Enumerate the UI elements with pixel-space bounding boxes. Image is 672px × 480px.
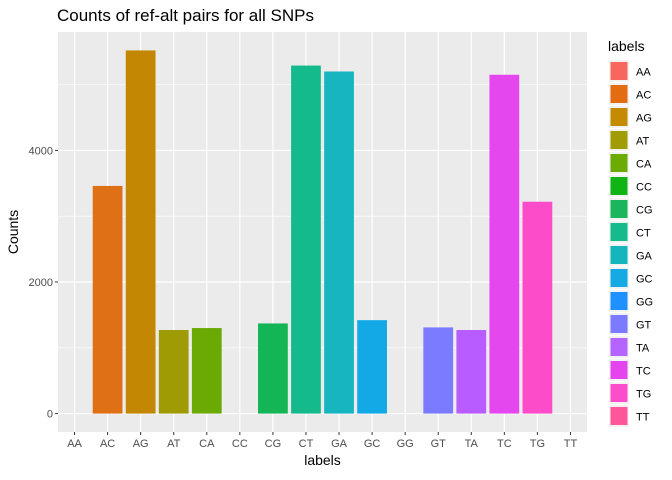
bar-TG [522, 201, 553, 414]
x-tick-label: AC [100, 438, 115, 450]
legend-label-GT: GT [636, 320, 652, 332]
legend-label-CT: CT [636, 228, 651, 240]
legend-label-TC: TC [636, 366, 651, 378]
x-tick-label: TA [465, 438, 479, 450]
x-tick-label: TT [564, 438, 578, 450]
x-tick-label: GG [397, 438, 414, 450]
legend-label-AG: AG [636, 113, 652, 125]
x-axis: AA AC AG AT CA CC CG CT GA GC GG GT TA TC TG TT [67, 432, 577, 450]
x-tick-label: AT [167, 438, 181, 450]
bar-CA [191, 328, 222, 414]
legend-swatch-GG [610, 292, 628, 310]
legend-swatch-CG [610, 200, 628, 218]
x-tick-label: CC [232, 438, 248, 450]
legend-label-GG: GG [636, 297, 653, 309]
legend-label-CA: CA [636, 159, 652, 171]
bar-CT [291, 65, 321, 414]
legend-label-TG: TG [636, 389, 651, 401]
legend-swatch-GA [610, 246, 628, 264]
y-axis-title: Counts [5, 210, 21, 254]
legend-swatch-CA [610, 154, 628, 172]
legend-swatch-AT [610, 131, 628, 149]
chart-title: Counts of ref-alt pairs for all SNPs [57, 6, 314, 25]
x-tick-label: CT [299, 438, 314, 450]
bar-AT [158, 330, 189, 414]
x-tick-label: GT [431, 438, 447, 450]
bar-GT [423, 327, 454, 414]
legend-label-GA: GA [636, 251, 653, 263]
x-tick-label: TC [497, 438, 512, 450]
legend-title: labels [608, 38, 645, 54]
legend-swatch-AG [610, 108, 628, 126]
x-tick-label: TG [530, 438, 545, 450]
x-tick-label: AA [67, 438, 82, 450]
bar-AC [92, 185, 123, 414]
legend-label-GC: GC [636, 274, 653, 286]
legend-label-CC: CC [636, 182, 652, 194]
legend-swatch-CC [610, 177, 628, 195]
legend-swatch-AC [610, 85, 628, 103]
x-axis-title: labels [304, 452, 341, 468]
legend-swatch-CT [610, 223, 628, 241]
y-tick-label: 2000 [29, 277, 53, 289]
x-tick-label: CA [199, 438, 215, 450]
legend-label-AT: AT [636, 136, 650, 148]
legend-label-CG: CG [636, 205, 653, 217]
x-tick-label: AG [133, 438, 149, 450]
legend-swatch-AA [610, 62, 628, 80]
legend-swatch-TC [610, 361, 628, 379]
legend-label-AC: AC [636, 90, 651, 102]
x-tick-label: GC [364, 438, 381, 450]
y-tick-label: 4000 [29, 145, 53, 157]
bar-GA [324, 71, 354, 414]
bar-CG [258, 323, 288, 414]
legend-swatch-TT [610, 407, 628, 425]
bar-TA [456, 330, 487, 414]
legend-swatch-GT [610, 315, 628, 333]
x-tick-label: CG [265, 438, 282, 450]
bar-GC [357, 320, 387, 414]
legend-swatch-GC [610, 269, 628, 287]
legend-swatch-TG [610, 384, 628, 402]
legend-label-AA: AA [636, 67, 651, 79]
y-tick-label: 0 [47, 409, 53, 421]
legend-label-TT: TT [636, 412, 650, 424]
x-tick-label: GA [331, 438, 348, 450]
bar-TC [489, 74, 520, 414]
legend-label-TA: TA [636, 343, 650, 355]
bar-AG [125, 50, 156, 414]
bars [92, 50, 553, 414]
legend: labels AA AC AG AT CA CC CG CT GA GC GG GT TA TC TG TT [608, 38, 653, 427]
y-axis: 0 2000 4000 [29, 145, 58, 421]
legend-swatch-TA [610, 338, 628, 356]
